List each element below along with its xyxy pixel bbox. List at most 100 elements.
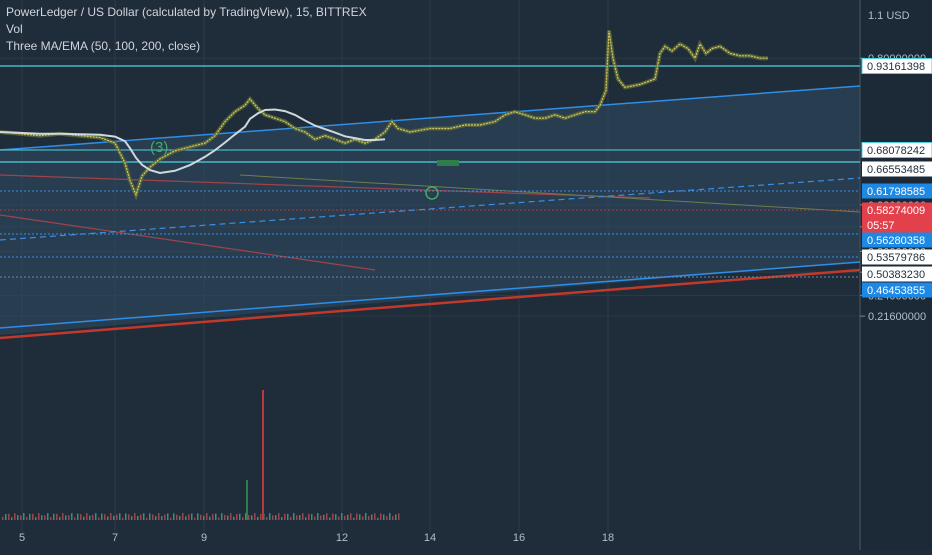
y-axis-top-label: 1.1 USD [868, 10, 910, 22]
volume-bar [170, 517, 172, 520]
volume-bar [374, 513, 376, 520]
volume-bar [74, 517, 76, 520]
volume-bar [122, 517, 124, 520]
price-label-box [862, 161, 932, 177]
volume-bar [326, 513, 328, 520]
volume-bar [365, 513, 367, 520]
volume-bar [179, 515, 181, 520]
olive-line [239, 174, 861, 213]
price-label-box [861, 142, 932, 158]
volume-bar [104, 514, 106, 520]
volume-bar [71, 513, 73, 520]
volume-bar [212, 514, 214, 520]
volume-bar [239, 513, 241, 520]
volume-bar [338, 516, 340, 520]
volume-bar [221, 513, 223, 520]
volume-bar [62, 513, 64, 520]
x-tick-label: 12 [336, 532, 348, 544]
volume-bar [155, 516, 157, 520]
volume-bar [29, 513, 31, 520]
volume-bar [113, 515, 115, 520]
volume-bar [194, 517, 196, 520]
volume-bar [77, 513, 79, 520]
price-label-box [861, 58, 932, 74]
volume-bar [341, 513, 343, 520]
volume-bar [197, 513, 199, 520]
volume-bar [101, 513, 103, 520]
volume-bar [116, 514, 118, 520]
volume-bar [83, 516, 85, 520]
volume-bar [308, 513, 310, 520]
volume-bar [125, 513, 127, 520]
price-label-box [862, 183, 932, 199]
volume-bar [230, 513, 232, 520]
volume-bar [26, 516, 28, 520]
volume-bar [251, 515, 253, 520]
volume-spike-bar [262, 390, 264, 520]
volume-bar [17, 515, 19, 520]
volume-bar [38, 513, 40, 520]
volume-bar [185, 516, 187, 520]
volume-bar [65, 515, 67, 520]
volume-bar [368, 515, 370, 520]
volume-bar [32, 513, 34, 520]
volume-bar [317, 513, 319, 520]
volume-bar [335, 514, 337, 520]
volume-bar [161, 516, 163, 520]
chart-title: PowerLedger / US Dollar (calculated by T… [6, 5, 367, 19]
volume-bar [353, 517, 355, 520]
volume-bar [371, 514, 373, 520]
support-trendline [0, 268, 861, 340]
volume-bar [44, 515, 46, 520]
volume-bar [5, 514, 7, 520]
volume-bar [8, 513, 10, 520]
volume-bar [398, 513, 400, 520]
volume-bar [11, 517, 13, 520]
volume-bar [158, 513, 160, 520]
volume-bar [236, 514, 238, 520]
wave-annotation: (3) [150, 139, 168, 156]
volume-bar [275, 515, 277, 520]
price-label: 0.50383230 [867, 269, 925, 281]
volume-bar [281, 517, 283, 520]
volume-bar [23, 513, 25, 520]
volume-bar [320, 515, 322, 520]
channel-lower-line [0, 261, 861, 329]
x-tick-label: 9 [201, 532, 207, 544]
volume-bar [215, 513, 217, 520]
volume-bar [344, 515, 346, 520]
volume-bar [47, 513, 49, 520]
price-label: 0.68078242 [867, 145, 925, 157]
volume-bar [182, 513, 184, 520]
volume-bar [245, 513, 247, 520]
volume-bar [233, 516, 235, 520]
volume-bar [260, 513, 262, 520]
volume-bar [287, 513, 289, 520]
x-tick-label: 7 [112, 532, 118, 544]
volume-bar [227, 515, 229, 520]
volume-bar [356, 513, 358, 520]
volume-bar [311, 514, 313, 520]
volume-bar [191, 513, 193, 520]
volume-bar [290, 516, 292, 520]
volume-bar [314, 516, 316, 520]
volume-bar [203, 515, 205, 520]
x-tick-label: 14 [424, 532, 436, 544]
volume-bar [53, 513, 55, 520]
volume-bar [167, 513, 169, 520]
volume-bar [284, 513, 286, 520]
volume-bar [110, 513, 112, 520]
volume-bar [386, 516, 388, 520]
channel-upper-line [0, 85, 861, 151]
volume-bar [80, 514, 82, 520]
volume-bar [56, 513, 58, 520]
volume-bar [68, 515, 70, 520]
volume-bar [89, 515, 91, 520]
volume-bar [149, 513, 151, 520]
volume-bar [2, 516, 4, 520]
volume-bar [269, 513, 271, 520]
volume-bar [218, 517, 220, 520]
volume-bar [224, 514, 226, 520]
